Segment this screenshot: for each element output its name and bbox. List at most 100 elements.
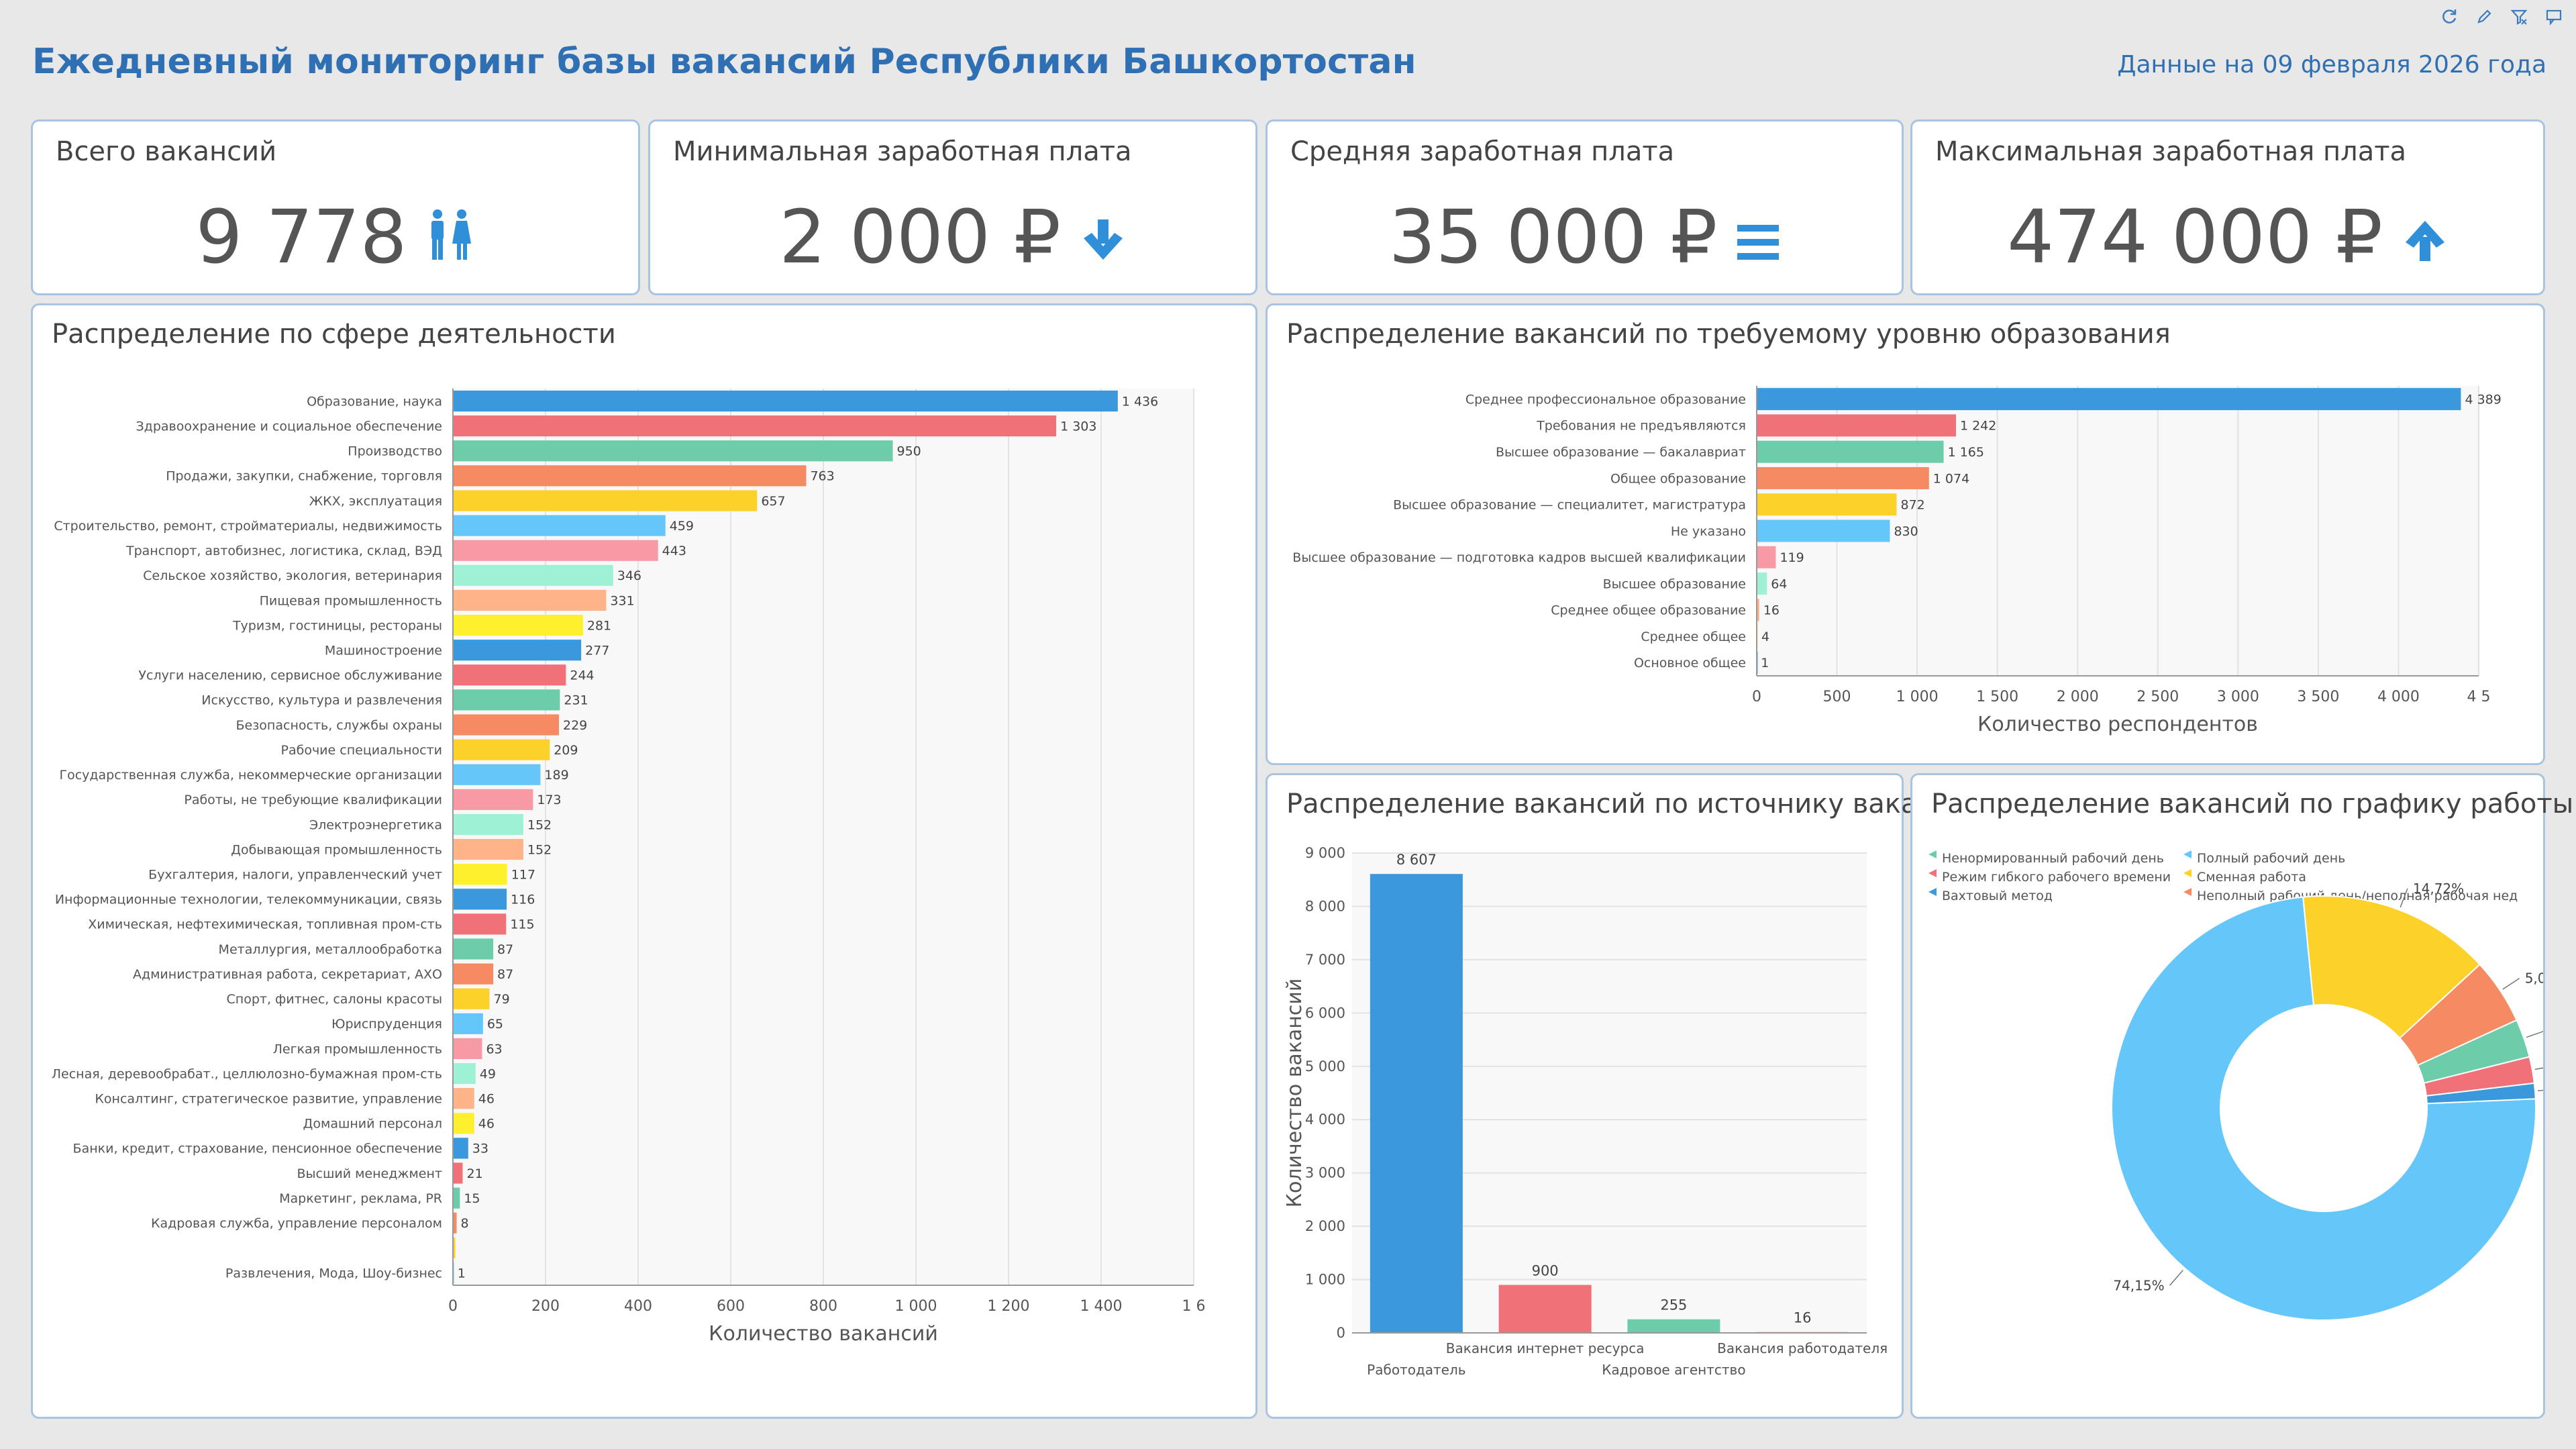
data-label: 4 bbox=[1761, 630, 1769, 644]
data-label: 1 165 bbox=[1948, 445, 1984, 460]
category-label: Высший менеджмент bbox=[297, 1166, 442, 1181]
label-leader bbox=[2502, 977, 2520, 990]
y-tick-label: 7 000 bbox=[1305, 952, 1345, 968]
bar bbox=[453, 1013, 483, 1034]
pie-slice bbox=[2425, 1082, 2536, 1105]
label-leader bbox=[2169, 1270, 2183, 1286]
category-label: Высшее образование — специалитет, магист… bbox=[1393, 498, 1746, 513]
bar bbox=[453, 540, 658, 561]
data-label: 209 bbox=[554, 743, 578, 758]
pie-slice bbox=[2111, 896, 2536, 1321]
bar bbox=[453, 465, 807, 487]
kpi-value: 9 778 bbox=[195, 194, 407, 280]
kpi-title: Максимальная заработная плата bbox=[1935, 136, 2407, 167]
category-label: Работы, не требующие квалификации bbox=[184, 793, 442, 807]
x-tick-label: 1 000 bbox=[1896, 689, 1939, 705]
data-label: 5,03% bbox=[2525, 970, 2543, 987]
data-label: 74,15% bbox=[2113, 1277, 2164, 1293]
x-tick-label: 500 bbox=[1823, 689, 1851, 705]
bar bbox=[1757, 519, 1890, 542]
comment-icon[interactable] bbox=[2545, 8, 2563, 26]
y-tick-label: 2 000 bbox=[1305, 1218, 1345, 1234]
legend-label: Режим гибкого рабочего времени bbox=[1942, 870, 2171, 885]
data-label: 15 bbox=[464, 1191, 480, 1206]
legend-marker bbox=[1928, 850, 1937, 858]
category-label: Среднее общее bbox=[1641, 630, 1746, 644]
category-label: Консалтинг, стратегическое развитие, упр… bbox=[95, 1092, 442, 1107]
category-label: Строительство, ремонт, стройматериалы, н… bbox=[54, 519, 442, 534]
bar bbox=[453, 913, 507, 935]
category-label: Услуги населению, сервисное обслуживание bbox=[138, 668, 442, 683]
data-label: 33 bbox=[472, 1142, 488, 1156]
y-tick-label: 8 000 bbox=[1305, 898, 1345, 914]
edit-icon[interactable] bbox=[2475, 8, 2493, 26]
category-label: Вакансия интернет ресурса bbox=[1446, 1340, 1645, 1356]
category-label: Требования не предъявляются bbox=[1536, 419, 1746, 434]
category-label: Не указано bbox=[1671, 524, 1746, 539]
data-label: 255 bbox=[1660, 1297, 1687, 1313]
kpi-card-min-salary: Минимальная заработная плата 2 000 ₽ bbox=[648, 119, 1257, 295]
page-title: Ежедневный мониторинг базы вакансий Респ… bbox=[32, 42, 1416, 82]
x-tick-label: 4 5 bbox=[2467, 689, 2491, 705]
category-label: Продажи, закупки, снабжение, торговля bbox=[166, 469, 442, 484]
category-label: Производство bbox=[348, 444, 442, 459]
category-label: Государственная служба, некоммерческие о… bbox=[60, 768, 443, 783]
bar bbox=[453, 1088, 474, 1109]
x-tick-label: 1 200 bbox=[988, 1298, 1030, 1315]
bar bbox=[453, 963, 494, 985]
category-label: Транспорт, автобизнес, логистика, склад,… bbox=[125, 544, 442, 558]
data-label: 116 bbox=[511, 893, 535, 907]
x-tick-label: 3 500 bbox=[2297, 689, 2339, 705]
category-label: Бухгалтерия, налоги, управленческий учет bbox=[148, 868, 442, 883]
data-label: 830 bbox=[1894, 524, 1918, 539]
kpi-value: 474 000 ₽ bbox=[2007, 194, 2383, 280]
bar bbox=[453, 988, 490, 1009]
data-label: 46 bbox=[478, 1117, 495, 1132]
refresh-icon[interactable] bbox=[2440, 8, 2458, 26]
bar bbox=[1757, 493, 1897, 516]
x-tick-label: 1 6 bbox=[1182, 1298, 1206, 1315]
bar bbox=[1627, 1319, 1720, 1333]
bar bbox=[1757, 546, 1776, 568]
data-label: 763 bbox=[810, 469, 834, 484]
label-leader bbox=[2400, 888, 2408, 908]
category-label: Спорт, фитнес, салоны красоты bbox=[227, 992, 442, 1007]
bar bbox=[453, 1237, 456, 1258]
pie-slice bbox=[2302, 895, 2481, 1040]
data-label: 1 074 bbox=[1933, 471, 1969, 486]
category-label: Лесная, деревообрабат., целлюлозно-бумаж… bbox=[52, 1066, 442, 1081]
category-label: Административная работа, секретариат, АХ… bbox=[133, 967, 442, 982]
label-leader bbox=[2534, 1067, 2543, 1070]
kpi-value: 2 000 ₽ bbox=[779, 194, 1061, 280]
legend-marker bbox=[1928, 869, 1937, 877]
data-label: 119 bbox=[1780, 550, 1804, 565]
bar bbox=[1757, 466, 1929, 489]
bar bbox=[1757, 414, 1956, 437]
data-label: 1 303 bbox=[1060, 419, 1096, 434]
filter-icon[interactable] bbox=[2510, 8, 2528, 26]
data-label: 459 bbox=[670, 519, 694, 534]
sphere-panel: Распределение по сфере деятельности 0 200… bbox=[31, 303, 1257, 1419]
bar bbox=[1757, 572, 1767, 595]
toolbar bbox=[2440, 8, 2563, 26]
data-label: 117 bbox=[511, 868, 535, 883]
data-label: 63 bbox=[486, 1042, 502, 1056]
x-tick-label: 0 bbox=[1752, 689, 1761, 705]
label-leader bbox=[2526, 1031, 2543, 1038]
data-label: 950 bbox=[897, 444, 921, 459]
data-date: Данные на 09 февраля 2026 года bbox=[2117, 51, 2546, 79]
kpi-title: Минимальная заработная плата bbox=[673, 136, 1132, 167]
bar bbox=[453, 813, 523, 836]
bar bbox=[453, 1187, 460, 1209]
legend-label: Полный рабочий день bbox=[2197, 851, 2345, 866]
x-tick-label: 1 400 bbox=[1080, 1298, 1123, 1315]
x-axis-title: Количество вакансий bbox=[709, 1322, 938, 1346]
category-label: Искусство, культура и развлечения bbox=[201, 693, 442, 708]
data-label: 244 bbox=[570, 668, 594, 683]
y-tick-label: 1 000 bbox=[1305, 1272, 1345, 1288]
education-panel: Распределение вакансий по требуемому уро… bbox=[1266, 303, 2545, 765]
category-label: Работодатель bbox=[1367, 1362, 1465, 1378]
y-tick-label: 0 bbox=[1337, 1325, 1345, 1341]
legend-marker bbox=[2183, 850, 2192, 858]
bar bbox=[453, 415, 1057, 437]
